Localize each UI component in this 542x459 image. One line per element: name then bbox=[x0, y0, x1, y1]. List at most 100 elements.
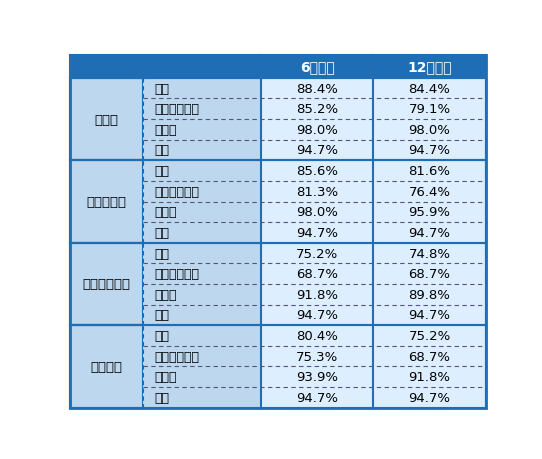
Bar bbox=[373, 243, 486, 264]
Text: 軽症・無症状: 軽症・無症状 bbox=[154, 103, 199, 116]
Bar bbox=[261, 264, 373, 285]
Bar bbox=[70, 161, 486, 243]
Text: 76.4%: 76.4% bbox=[409, 185, 450, 198]
Bar bbox=[261, 387, 373, 408]
Bar bbox=[143, 161, 261, 181]
Text: 軽症・無症状: 軽症・無症状 bbox=[154, 268, 199, 280]
Bar bbox=[143, 223, 261, 243]
Text: 全体: 全体 bbox=[154, 165, 170, 178]
Bar bbox=[261, 140, 373, 161]
Text: 全体: 全体 bbox=[154, 247, 170, 260]
Bar bbox=[143, 99, 261, 120]
Text: 68.7%: 68.7% bbox=[409, 350, 450, 363]
Text: 80.4%: 80.4% bbox=[296, 329, 338, 342]
Bar bbox=[70, 78, 486, 161]
Bar bbox=[143, 387, 261, 408]
Bar bbox=[261, 120, 373, 140]
Bar bbox=[70, 78, 143, 161]
Bar bbox=[143, 140, 261, 161]
Text: 軽症・無症状: 軽症・無症状 bbox=[154, 350, 199, 363]
Bar bbox=[261, 243, 373, 264]
Bar bbox=[373, 161, 486, 181]
Text: 重症: 重症 bbox=[154, 144, 170, 157]
Bar bbox=[373, 120, 486, 140]
Text: 6カ月後: 6カ月後 bbox=[300, 60, 334, 74]
Text: 94.7%: 94.7% bbox=[296, 309, 338, 322]
Text: 84.4%: 84.4% bbox=[409, 83, 450, 95]
Bar bbox=[143, 367, 261, 387]
Text: 75.2%: 75.2% bbox=[296, 247, 338, 260]
Bar bbox=[143, 243, 261, 264]
Text: ブラジル株: ブラジル株 bbox=[86, 196, 126, 208]
Text: 75.2%: 75.2% bbox=[409, 329, 451, 342]
Bar bbox=[261, 202, 373, 223]
Text: 85.2%: 85.2% bbox=[296, 103, 338, 116]
Bar bbox=[143, 305, 261, 325]
Text: 重症: 重症 bbox=[154, 226, 170, 240]
Text: 75.3%: 75.3% bbox=[296, 350, 338, 363]
Text: 中等症: 中等症 bbox=[154, 288, 177, 301]
Bar bbox=[261, 161, 373, 181]
Bar bbox=[143, 120, 261, 140]
Text: 94.7%: 94.7% bbox=[409, 391, 450, 404]
Bar bbox=[70, 56, 261, 78]
Bar bbox=[261, 325, 373, 346]
Text: 軽症・無症状: 軽症・無症状 bbox=[154, 185, 199, 198]
Text: 79.1%: 79.1% bbox=[409, 103, 450, 116]
Text: 89.8%: 89.8% bbox=[409, 288, 450, 301]
Bar bbox=[373, 264, 486, 285]
Text: 81.3%: 81.3% bbox=[296, 185, 338, 198]
Bar bbox=[373, 99, 486, 120]
Bar bbox=[373, 140, 486, 161]
Bar bbox=[373, 305, 486, 325]
Text: 英国株: 英国株 bbox=[94, 113, 118, 126]
Bar bbox=[373, 285, 486, 305]
Bar bbox=[373, 367, 486, 387]
Bar bbox=[70, 161, 143, 243]
Text: 重症: 重症 bbox=[154, 391, 170, 404]
Bar bbox=[143, 202, 261, 223]
Text: 94.7%: 94.7% bbox=[409, 309, 450, 322]
Text: 12カ月後: 12カ月後 bbox=[407, 60, 452, 74]
Bar bbox=[261, 56, 373, 78]
Bar bbox=[373, 387, 486, 408]
Bar bbox=[373, 202, 486, 223]
Text: 95.9%: 95.9% bbox=[409, 206, 450, 219]
Text: 94.7%: 94.7% bbox=[409, 226, 450, 240]
Bar bbox=[261, 223, 373, 243]
Text: 94.7%: 94.7% bbox=[296, 144, 338, 157]
Text: 98.0%: 98.0% bbox=[409, 123, 450, 137]
Text: 93.9%: 93.9% bbox=[296, 370, 338, 383]
Text: インド株: インド株 bbox=[90, 360, 122, 373]
Bar bbox=[143, 325, 261, 346]
Bar bbox=[373, 325, 486, 346]
Text: 中等症: 中等症 bbox=[154, 123, 177, 137]
Text: 全体: 全体 bbox=[154, 329, 170, 342]
Bar bbox=[70, 243, 486, 325]
Bar bbox=[261, 305, 373, 325]
Text: 中等症: 中等症 bbox=[154, 206, 177, 219]
Bar bbox=[261, 99, 373, 120]
Text: 94.7%: 94.7% bbox=[409, 144, 450, 157]
Text: 91.8%: 91.8% bbox=[296, 288, 338, 301]
Text: 91.8%: 91.8% bbox=[409, 370, 450, 383]
Text: 85.6%: 85.6% bbox=[296, 165, 338, 178]
Bar bbox=[261, 367, 373, 387]
Text: 中等症: 中等症 bbox=[154, 370, 177, 383]
Text: 94.7%: 94.7% bbox=[296, 391, 338, 404]
Text: 81.6%: 81.6% bbox=[409, 165, 450, 178]
Bar bbox=[373, 223, 486, 243]
Bar bbox=[143, 181, 261, 202]
Bar bbox=[373, 56, 486, 78]
Bar bbox=[70, 243, 143, 325]
Bar bbox=[261, 181, 373, 202]
Text: 重症: 重症 bbox=[154, 309, 170, 322]
Text: 74.8%: 74.8% bbox=[409, 247, 450, 260]
Text: 88.4%: 88.4% bbox=[296, 83, 338, 95]
Bar bbox=[373, 346, 486, 367]
Text: 94.7%: 94.7% bbox=[296, 226, 338, 240]
Text: 南アフリカ株: 南アフリカ株 bbox=[82, 278, 130, 291]
Bar bbox=[261, 78, 373, 99]
Text: 68.7%: 68.7% bbox=[296, 268, 338, 280]
Text: 98.0%: 98.0% bbox=[296, 123, 338, 137]
